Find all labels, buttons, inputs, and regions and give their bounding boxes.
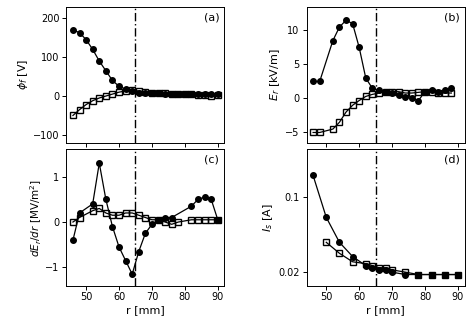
Y-axis label: $\phi_f$ [V]: $\phi_f$ [V] [16,59,30,90]
Y-axis label: $E_r$ [kV/m]: $E_r$ [kV/m] [269,48,283,101]
Y-axis label: $I_s$ [A]: $I_s$ [A] [262,203,275,232]
Text: (b): (b) [444,12,460,22]
Text: (d): (d) [444,155,460,165]
Y-axis label: $dE_r/dr$ [MV/m$^2$]: $dE_r/dr$ [MV/m$^2$] [28,179,44,257]
Text: (a): (a) [204,12,219,22]
X-axis label: r [mm]: r [mm] [366,305,405,315]
Text: (c): (c) [204,155,219,165]
X-axis label: r [mm]: r [mm] [126,305,165,315]
